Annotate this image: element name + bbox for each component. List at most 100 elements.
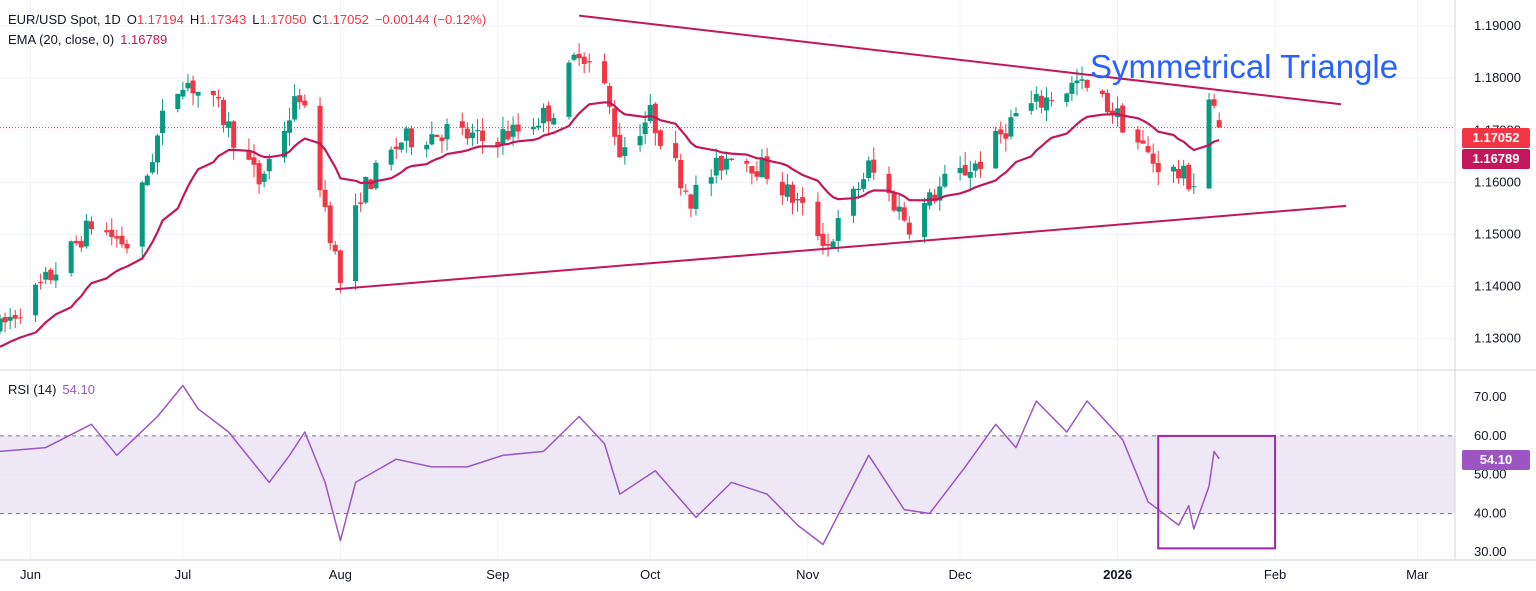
candle-body <box>586 61 592 63</box>
candle-body <box>861 179 867 189</box>
time-tick-label: Oct <box>640 567 661 582</box>
candle-body <box>287 120 293 133</box>
candle-body <box>78 240 84 248</box>
candle-body <box>175 93 181 110</box>
candle-body <box>673 143 679 159</box>
candle-body <box>83 220 89 247</box>
candle-body <box>1145 146 1151 153</box>
candle-body <box>530 126 536 130</box>
candle-body <box>495 141 501 147</box>
candle-body <box>114 236 120 239</box>
candle-body <box>754 171 760 177</box>
candle-body <box>1069 82 1075 94</box>
time-tick-label: 2026 <box>1103 567 1132 582</box>
candle-body <box>896 206 902 212</box>
candle-body <box>581 56 587 64</box>
candle-body <box>1099 90 1105 95</box>
candle-body <box>33 284 39 316</box>
candle-body <box>297 95 303 103</box>
candle-body <box>551 118 557 125</box>
candle-body <box>408 128 414 148</box>
ema-path <box>0 101 1220 348</box>
candle-body <box>1211 99 1217 106</box>
candle-body <box>1028 103 1034 111</box>
triangle-trendlines <box>335 14 1347 291</box>
time-tick-label: Mar <box>1406 567 1429 582</box>
rsi-legend: RSI (14) 54.10 <box>8 382 101 398</box>
candle-body <box>322 189 328 207</box>
candle-body <box>68 241 74 274</box>
candle-body <box>388 149 394 165</box>
candle-body <box>185 82 191 89</box>
candle-body <box>835 218 841 241</box>
candle-body <box>464 128 470 139</box>
candle-body <box>480 130 486 142</box>
candle-body <box>967 172 973 178</box>
candle-body <box>403 128 409 141</box>
price-tick-label: 1.18000 <box>1474 70 1521 85</box>
candle-body <box>226 121 232 128</box>
candle-body <box>353 205 359 282</box>
candle-body <box>149 162 155 173</box>
candle-body <box>358 202 364 204</box>
candle-body <box>657 130 663 146</box>
candle-body <box>998 129 1004 135</box>
price-tick-label: 1.16000 <box>1474 174 1521 189</box>
rsi-tick-label: 30.00 <box>1474 544 1507 559</box>
candle-body <box>373 162 379 189</box>
candle-body <box>210 90 216 96</box>
price-tick-label: 1.13000 <box>1474 331 1521 346</box>
candle-body <box>7 316 13 321</box>
candle-body <box>144 175 150 186</box>
candle-body <box>932 194 938 202</box>
change-value: −0.00144 (−0.12%) <box>374 12 487 27</box>
candle-body <box>292 96 298 120</box>
candle-body <box>922 203 928 238</box>
candle-body <box>942 173 948 187</box>
time-axis: Jun Jul Aug Sep Oct Nov Dec 2026 Feb Mar <box>20 567 1429 582</box>
candle-body <box>759 159 765 178</box>
candle-body <box>647 105 653 122</box>
candle-body <box>1135 129 1141 143</box>
candle-body <box>800 197 806 203</box>
rsi-band <box>0 435 1455 514</box>
rsi-tick-label: 50.00 <box>1474 467 1507 482</box>
high-value: 1.17343 <box>199 12 247 27</box>
candle-body <box>713 157 719 176</box>
price-tick-label: 1.19000 <box>1474 18 1521 33</box>
candle-body <box>830 241 836 249</box>
candle-body <box>541 107 547 124</box>
candle-body <box>2 317 8 323</box>
high-label: H <box>189 12 200 27</box>
candle-body <box>1186 164 1192 190</box>
candle-body <box>1216 120 1222 128</box>
candle-body <box>820 233 826 246</box>
candle-body <box>434 134 440 137</box>
candle-body <box>363 176 369 203</box>
candle-body <box>43 271 49 280</box>
time-tick-label: Feb <box>1264 567 1286 582</box>
candle-body <box>1074 80 1080 84</box>
candle-body <box>1064 93 1070 103</box>
rsi-label: RSI (14) <box>8 382 57 397</box>
candle-body <box>602 61 608 84</box>
candle-body <box>215 97 221 99</box>
candle-body <box>1191 186 1197 188</box>
ema-label: EMA (20, close, 0) <box>8 32 115 47</box>
candle-body <box>729 158 735 160</box>
trendline <box>335 204 1347 291</box>
candle-body <box>749 166 755 174</box>
candle-body <box>1120 105 1126 133</box>
candle-body <box>246 150 252 160</box>
candle-body <box>856 188 862 190</box>
candle-body <box>744 160 750 164</box>
rsi-tick-label: 40.00 <box>1474 505 1507 520</box>
price-tick-label: 1.14000 <box>1474 279 1521 294</box>
candle-body <box>190 80 196 94</box>
candle-body <box>327 205 333 244</box>
low-value: 1.17050 <box>259 12 307 27</box>
low-label: L <box>252 12 260 27</box>
candle-body <box>104 230 110 233</box>
candle-body <box>866 160 872 178</box>
